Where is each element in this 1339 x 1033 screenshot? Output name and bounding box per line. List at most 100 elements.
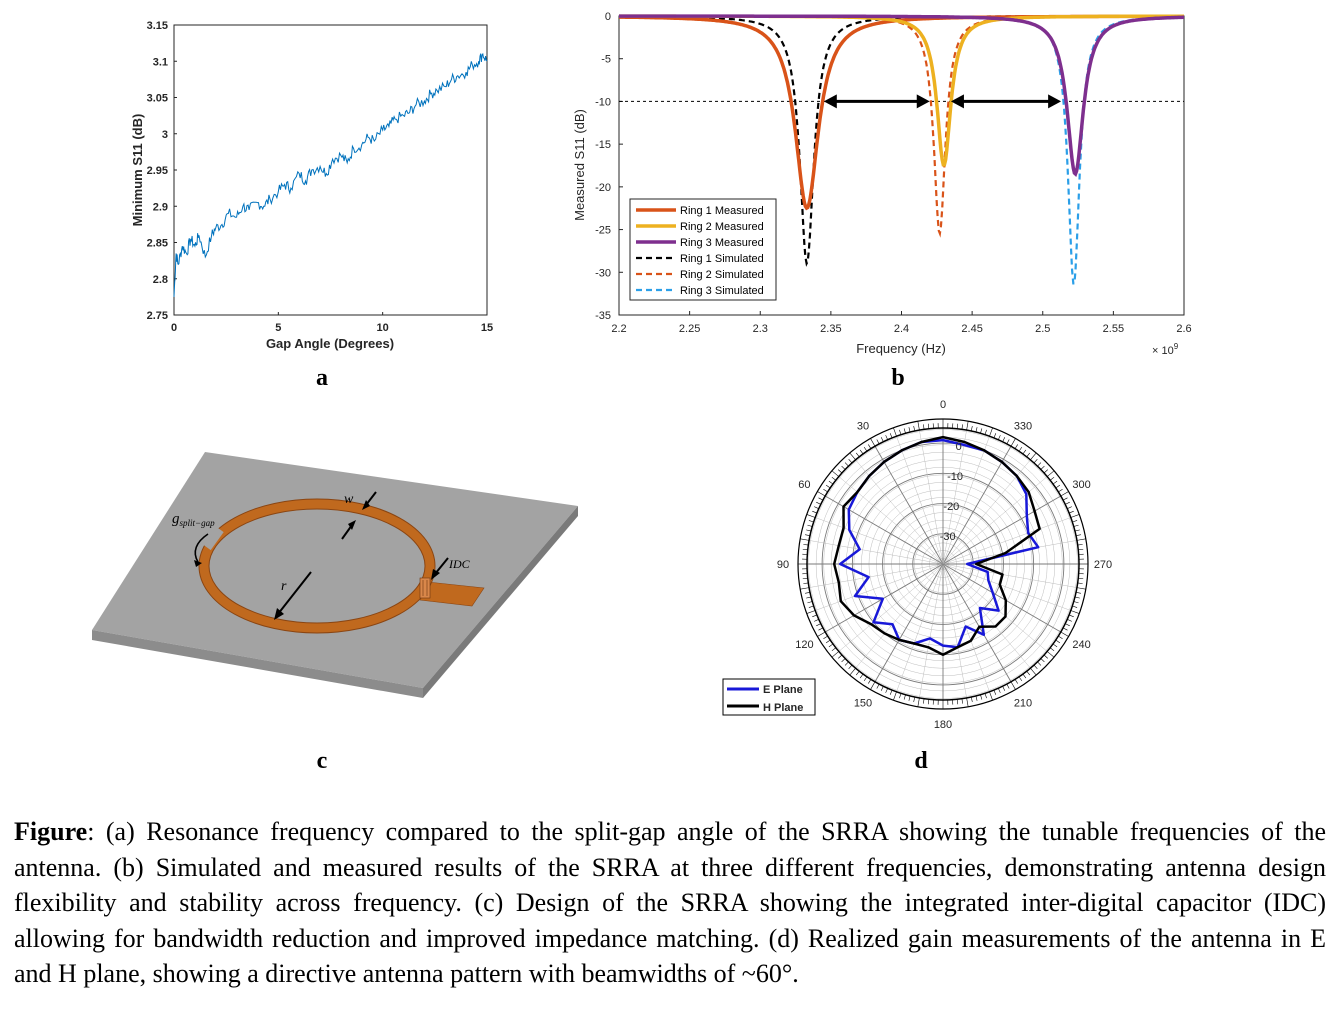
legend-hplane-label: H Plane xyxy=(763,702,803,714)
panel-d-angle-label: 180 xyxy=(934,719,952,731)
panel-d-scale-tick xyxy=(1068,614,1074,618)
panel-d-spoke xyxy=(942,445,1012,565)
panel-d-scale-tick xyxy=(806,610,816,614)
panel-d-scale-tick xyxy=(1037,661,1042,666)
substrate-front-edge xyxy=(92,630,423,698)
panel-d-scale-tick xyxy=(885,435,888,440)
panel-d-spoke xyxy=(824,495,944,565)
panel-a-plot-area xyxy=(173,24,488,316)
substrate-top xyxy=(92,452,578,688)
panel-d-scale-tick xyxy=(961,424,963,430)
panel-d-scale-tick xyxy=(913,696,916,702)
idc-arrow xyxy=(434,557,449,575)
panel-d-scale-tick xyxy=(1067,619,1072,622)
panel-d-scale-tick xyxy=(984,693,987,699)
split-gap-arrowhead xyxy=(194,560,202,567)
panel-b-xtick-label: 2.35 xyxy=(820,323,841,335)
panel-d-scale-tick xyxy=(1014,444,1018,449)
panel-d-scale-tick xyxy=(1062,497,1068,501)
panel-b-ylabel: Measured S11 (dB) xyxy=(572,109,587,221)
panel-d-scale-tick xyxy=(1046,470,1055,477)
panel-d-angle-label: 30 xyxy=(857,420,869,432)
panel-d-scale-tick xyxy=(1046,651,1055,658)
panel-d-scale-tick xyxy=(855,452,860,458)
panel-d-scale-tick xyxy=(1076,587,1086,590)
panel-d-angle-label: 240 xyxy=(1072,639,1090,651)
panel-b-letter: b xyxy=(891,365,904,391)
panel-d-spoke xyxy=(942,563,1012,683)
panel-d-scale-tick xyxy=(1062,627,1068,631)
panel-d-scale-tick xyxy=(899,693,902,699)
panel-d-scale-tick xyxy=(807,524,813,527)
panel-d-scale-tick xyxy=(816,501,821,505)
panel-d-scale-tick xyxy=(1043,469,1048,474)
panel-d-scale-tick xyxy=(1067,506,1072,509)
panel-d-spoke xyxy=(809,540,944,565)
panel-d-scale-tick xyxy=(980,694,983,700)
panel-d-scale-tick xyxy=(889,689,893,695)
panel-d-scale-tick xyxy=(814,619,819,622)
panel-b-ytick-label: -15 xyxy=(595,139,611,151)
panel-d-angle-label: 300 xyxy=(1072,479,1090,491)
panel-d-scale-tick xyxy=(823,635,828,639)
panel-d-scale-tick xyxy=(848,664,853,669)
panel-d-scale-tick xyxy=(917,697,920,707)
panel-b-arrowhead-right xyxy=(1048,94,1062,109)
panel-d-scale-tick xyxy=(859,673,864,679)
panel-d-scale-tick xyxy=(1073,601,1079,604)
panel-d-scale-tick xyxy=(993,433,997,439)
panel-d-scale-tick xyxy=(802,577,808,580)
radius-label: r xyxy=(281,579,287,594)
panel-d-scale-tick xyxy=(880,437,884,442)
panel-a-series-line xyxy=(173,52,488,297)
panel-b-ytick-label: -35 xyxy=(595,310,611,322)
panel-d-spoke xyxy=(919,430,944,565)
panel-d-scale-tick xyxy=(825,639,831,644)
panel-d-scale-tick xyxy=(876,439,880,445)
panel-d-radial-label: -20 xyxy=(943,501,959,513)
split-gap-arrow xyxy=(194,533,209,563)
panel-d-spoke xyxy=(896,563,944,692)
panel-d-scale-tick xyxy=(841,658,846,663)
panel-d-spoke xyxy=(855,563,944,669)
panel-b-xlabel: Frequency (Hz) xyxy=(856,341,946,356)
panel-d-scale-tick xyxy=(998,688,1001,693)
radius-arrow xyxy=(277,571,312,615)
panel-a-ytick-label: 2.85 xyxy=(147,238,168,250)
panel-d-scale-tick xyxy=(1026,452,1031,458)
panel-d-scale-tick xyxy=(1037,462,1042,467)
panel-a-ytick-label: 3.15 xyxy=(147,20,168,32)
panel-d-scale-tick xyxy=(859,449,864,455)
panel-d-scale-tick xyxy=(876,683,880,689)
panel-d-scale-tick xyxy=(806,529,812,532)
panel-d-scale-tick xyxy=(805,534,811,537)
panel-d-scale-tick xyxy=(1002,686,1006,691)
panel-d-scale-tick xyxy=(863,676,868,682)
panel-d-spoke xyxy=(896,436,944,565)
panel-d-scale-tick xyxy=(984,429,987,435)
panel-d-spoke xyxy=(942,563,1048,652)
panel-d-scale-tick xyxy=(903,694,906,700)
panel-d-legend xyxy=(722,678,816,716)
panel-d-scale-tick xyxy=(868,679,872,684)
panel-d-radial-label: 0 xyxy=(956,441,962,453)
panel-b-ytick-label: -25 xyxy=(595,225,611,237)
panel-d-scale-tick xyxy=(899,429,902,435)
panel-d-scale-tick xyxy=(893,427,897,437)
panel-d-eplane-curve xyxy=(838,438,1040,649)
panel-b-xtick-label: 2.4 xyxy=(894,323,909,335)
panel-d-scale-tick xyxy=(863,446,868,452)
panel-d-scale-tick xyxy=(1070,514,1080,518)
panel-a-xlabel: Gap Angle (Degrees) xyxy=(266,336,394,351)
panel-a-ytick-label: 2.8 xyxy=(153,274,168,286)
panel-d-scale-tick xyxy=(1049,647,1055,652)
panel-d-scale-tick xyxy=(1070,610,1080,614)
panel-b-ytick-label: 0 xyxy=(605,11,611,23)
panel-b-legend-label: Ring 2 Measured xyxy=(680,221,764,233)
substrate-side-edge xyxy=(423,506,578,698)
panel-b-xtick-label: 2.6 xyxy=(1176,323,1191,335)
panel-d-spoke xyxy=(809,563,944,588)
panel-b-xtick-label: 2.5 xyxy=(1035,323,1050,335)
panel-d-scale-tick xyxy=(848,459,853,464)
panel-d-scale-tick xyxy=(803,582,809,584)
